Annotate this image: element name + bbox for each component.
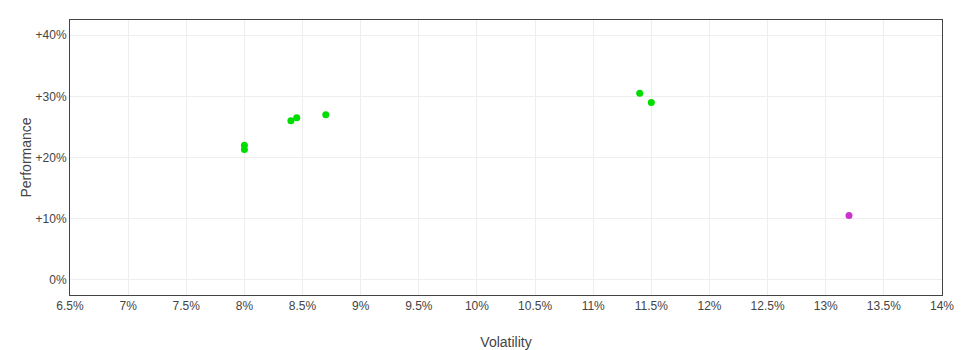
svg-text:Volatility: Volatility [480,334,531,350]
svg-text:6.5%: 6.5% [56,299,84,313]
svg-text:9.5%: 9.5% [405,299,433,313]
svg-text:7%: 7% [119,299,137,313]
svg-text:11%: 11% [582,299,605,313]
svg-text:Performance: Performance [18,117,34,197]
svg-text:8.5%: 8.5% [289,299,317,313]
svg-text:+20%: +20% [36,151,67,165]
svg-text:8%: 8% [236,299,254,313]
svg-text:+10%: +10% [36,212,67,226]
svg-text:0%: 0% [49,273,67,287]
svg-text:12%: 12% [697,299,721,313]
svg-text:10.5%: 10.5% [518,299,552,313]
svg-text:14%: 14% [930,299,954,313]
svg-text:13.5%: 13.5% [867,299,901,313]
svg-text:13%: 13% [814,299,838,313]
svg-text:7.5%: 7.5% [173,299,201,313]
svg-text:+40%: +40% [36,28,67,42]
svg-text:+30%: +30% [36,90,67,104]
svg-text:11.5%: 11.5% [635,299,668,313]
svg-text:12.5%: 12.5% [751,299,785,313]
svg-text:10%: 10% [465,299,489,313]
svg-text:9%: 9% [352,299,370,313]
